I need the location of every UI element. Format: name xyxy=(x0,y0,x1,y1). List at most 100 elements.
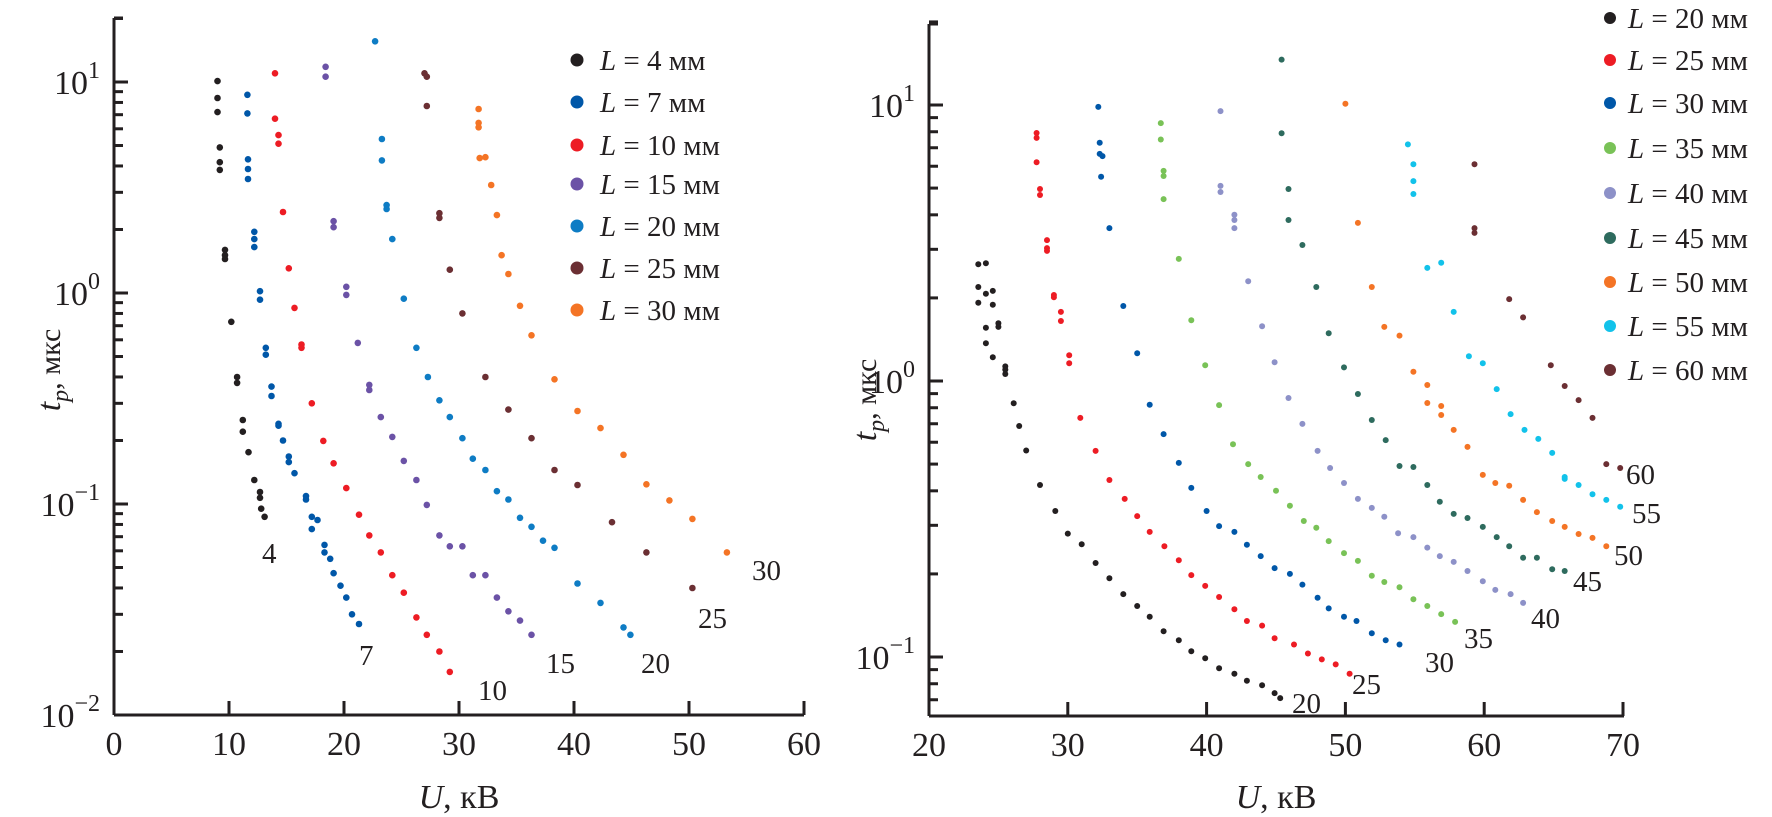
right-curve-label: 40 xyxy=(1531,603,1560,635)
data-point xyxy=(378,157,386,164)
data-point xyxy=(1589,491,1596,498)
data-point xyxy=(1033,159,1040,166)
data-point xyxy=(482,466,489,474)
right-curve-label: 55 xyxy=(1632,498,1661,530)
data-point xyxy=(1259,622,1266,629)
data-point xyxy=(423,73,431,80)
data-point xyxy=(1216,402,1223,409)
right-curve-label: 45 xyxy=(1573,566,1602,598)
data-point xyxy=(261,513,268,521)
data-point xyxy=(1493,386,1500,393)
data-point xyxy=(1325,538,1332,545)
data-point xyxy=(1278,56,1285,63)
data-point xyxy=(1033,130,1040,136)
data-point xyxy=(498,251,505,259)
left-chart: tp, мкс U, кВ 0 10 20 30 40 50 6010110010−110−… xyxy=(31,16,821,816)
right-series-L20 xyxy=(975,260,1284,702)
data-point xyxy=(1203,508,1210,514)
legend-marker xyxy=(1604,364,1616,376)
data-point xyxy=(377,413,385,421)
data-point xyxy=(1044,237,1050,244)
data-point xyxy=(1066,360,1073,367)
data-point xyxy=(214,94,221,102)
data-point xyxy=(239,428,247,436)
data-point xyxy=(627,631,634,639)
data-point xyxy=(1617,503,1624,510)
data-point xyxy=(1121,495,1128,502)
data-point xyxy=(377,549,385,556)
data-point xyxy=(975,299,982,306)
data-point xyxy=(1099,153,1106,160)
data-point xyxy=(459,310,466,317)
data-point xyxy=(989,287,996,294)
data-point xyxy=(244,165,252,173)
data-point xyxy=(366,532,373,539)
data-point xyxy=(383,205,390,213)
data-point xyxy=(1424,400,1431,406)
data-point xyxy=(257,505,265,512)
data-point xyxy=(389,571,396,579)
right-x-tick-label: 70 xyxy=(1606,727,1640,764)
left-series-L25 xyxy=(421,70,696,592)
data-point xyxy=(475,124,482,131)
legend-label: L = 20 мм xyxy=(1627,3,1748,35)
data-point xyxy=(1589,414,1596,421)
right-series-L25 xyxy=(1033,130,1353,677)
data-point xyxy=(330,223,337,231)
left-x-tick-label: 20 xyxy=(327,726,361,763)
right-series-L30 xyxy=(1095,103,1403,648)
legend-label: L = 15 мм xyxy=(599,169,720,201)
legend-marker xyxy=(570,53,584,67)
data-point xyxy=(371,38,379,45)
left-legend-item: L = 7 мм xyxy=(570,87,705,119)
data-point xyxy=(475,105,482,113)
data-point xyxy=(1243,618,1250,624)
legend-label: L = 20 мм xyxy=(599,211,720,243)
right-curve-label: 50 xyxy=(1614,540,1643,572)
legend-var: L xyxy=(1627,45,1644,77)
data-point xyxy=(326,555,334,563)
data-point xyxy=(1381,323,1388,330)
data-point xyxy=(1314,594,1321,601)
data-point xyxy=(233,379,241,387)
data-point xyxy=(1304,650,1311,657)
left-curve-label: 15 xyxy=(546,648,575,680)
data-point xyxy=(1002,371,1009,377)
legend-var: L xyxy=(1627,88,1644,120)
data-point xyxy=(1095,103,1102,110)
tick-base: 10 xyxy=(54,65,88,102)
data-point xyxy=(1424,544,1431,551)
data-point xyxy=(1216,665,1223,672)
data-point xyxy=(256,287,264,295)
data-point xyxy=(221,255,229,263)
right-series-L35 xyxy=(1157,120,1459,625)
right-series-L45 xyxy=(1278,56,1568,574)
data-point xyxy=(446,543,454,550)
data-point xyxy=(1231,528,1238,535)
data-point xyxy=(493,594,501,601)
data-point xyxy=(343,594,350,601)
data-point xyxy=(1175,459,1182,466)
data-point xyxy=(1368,630,1375,637)
data-point xyxy=(516,514,524,522)
data-point xyxy=(975,284,982,290)
data-point xyxy=(256,494,264,502)
legend-rest: = 30 мм xyxy=(616,295,720,327)
data-point xyxy=(366,381,373,389)
left-x-tick-label: 30 xyxy=(442,726,476,763)
data-point xyxy=(1146,528,1153,535)
data-point xyxy=(982,290,989,297)
data-point xyxy=(995,323,1002,330)
legend-marker xyxy=(570,261,584,275)
tick-base: 10 xyxy=(869,364,903,401)
data-point xyxy=(1216,523,1223,530)
right-curve-label: 25 xyxy=(1352,669,1381,701)
data-point xyxy=(413,614,420,621)
data-point xyxy=(256,296,264,304)
data-point xyxy=(291,304,298,312)
data-point xyxy=(1549,566,1556,573)
data-point xyxy=(1092,560,1099,566)
data-point xyxy=(1092,447,1099,454)
data-point xyxy=(1106,575,1113,582)
